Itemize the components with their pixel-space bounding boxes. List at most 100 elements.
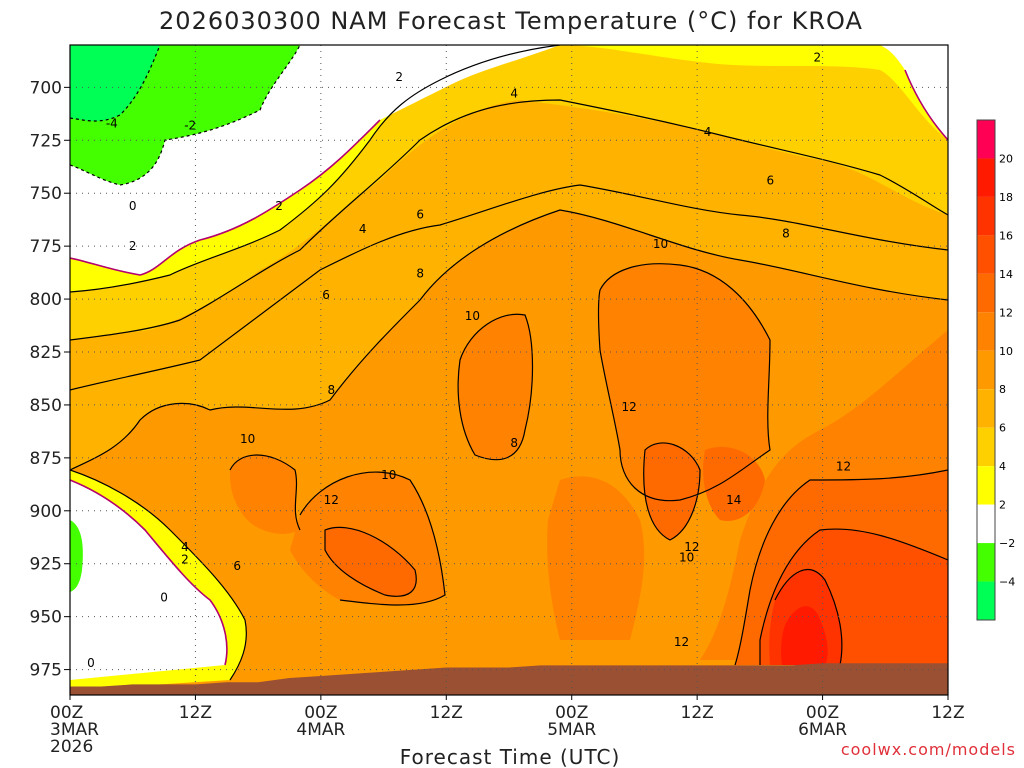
x-tick-label-2-1: 4MAR [296, 720, 345, 740]
chart-title: 2026030300 NAM Forecast Temperature (°C)… [159, 7, 863, 35]
colorbar-band-9 [977, 466, 995, 505]
colorbar-band-11 [977, 543, 995, 582]
colorbar-tick-2: 16 [999, 229, 1013, 242]
x-tick-label-0-0: 00Z [50, 703, 83, 723]
colorbar-tick-9: 2 [999, 499, 1006, 512]
field-band-18-20 [781, 606, 828, 665]
contour-label-28: 2 [181, 552, 189, 566]
contour-label-9: 4 [359, 222, 367, 236]
contour-label-27: 10 [679, 550, 694, 564]
contour-label-21: 12 [836, 459, 851, 473]
contour-4 [70, 99, 948, 341]
contour-label-25: 12 [684, 540, 699, 554]
contour-0-upper [70, 119, 381, 276]
y-tick-label-775: 775 [30, 237, 62, 257]
x-axis-label: Forecast Time (UTC) [400, 745, 621, 768]
colorbar-band-0 [977, 120, 995, 159]
colorbar-band-1 [977, 158, 995, 197]
contour-cold-minus4 [70, 45, 161, 122]
colorbar-band-12 [977, 581, 995, 620]
contour-label-4: 4 [704, 125, 712, 139]
x-tick-label-4-1: 5MAR [547, 720, 596, 740]
x-tick-label-0-1: 3MAR [50, 720, 99, 740]
contour-label-2: -4 [106, 116, 118, 130]
contour-10b [597, 263, 771, 502]
x-tick-label-6-1: 6MAR [798, 720, 847, 740]
y-tick-label-925: 925 [30, 555, 62, 575]
contour-10d [299, 471, 446, 606]
contour-label-12: 2 [129, 239, 137, 253]
contour-label-14: 8 [416, 267, 424, 281]
contour-label-30: 0 [160, 591, 168, 605]
x-tick-label-6-0: 00Z [806, 703, 839, 723]
contour-label-3: -2 [184, 118, 196, 132]
contour-10a [457, 313, 534, 461]
y-tick-label-975: 975 [30, 661, 62, 681]
contour-12c [734, 469, 948, 666]
colorbar-band-6 [977, 350, 995, 390]
y-tick-label-825: 825 [30, 343, 62, 363]
y-tick-label-750: 750 [30, 184, 62, 204]
contour-label-10: 6 [416, 207, 424, 221]
y-tick-label-900: 900 [30, 502, 62, 522]
contour-label-20: 8 [510, 436, 518, 450]
field-band-0-2 [70, 45, 948, 275]
y-tick-label-950: 950 [30, 608, 62, 628]
colorbar: 20 18 16 14 12 10 8 6 4 2 −2 −4 [976, 119, 1015, 621]
colorbar-band-4 [977, 273, 995, 313]
zero-contour-lines [70, 69, 948, 666]
colorbar-tick-11: −4 [999, 576, 1015, 589]
contour-label-0: 2 [395, 70, 403, 84]
plot-frame [69, 44, 949, 696]
x-tick-label-4-0: 00Z [555, 703, 588, 723]
contour-6 [70, 184, 948, 391]
contour-2 [70, 45, 561, 293]
y-axis: 700 725 750 775 800 825 850 875 900 925 950 975 [30, 78, 70, 681]
colorbar-tick-4: 12 [999, 306, 1013, 319]
contour-label-22: 10 [381, 468, 396, 482]
colorbar-tick-10: −2 [999, 537, 1015, 550]
colorbar-tick-8: 4 [999, 460, 1006, 473]
contour-label-18: 12 [622, 400, 637, 414]
colorbar-band-5 [977, 312, 995, 351]
contour-12a [324, 526, 417, 597]
colorbar-band-8 [977, 427, 995, 467]
field-band-cold-pocket [70, 520, 83, 592]
field-band-cold-lower-white [70, 480, 227, 680]
y-tick-label-800: 800 [30, 290, 62, 310]
contour-label-15: 6 [322, 288, 330, 302]
contour-cold-minus2 [70, 45, 301, 186]
contour-label-23: 12 [324, 493, 339, 507]
terrain-below-surface [70, 663, 948, 695]
contour-label-7: 2 [275, 199, 283, 213]
contour-label-13: 10 [653, 237, 668, 251]
contour-label-31: 12 [674, 635, 689, 649]
contour-label-5: 2 [814, 51, 822, 65]
contour-label-17: 8 [327, 383, 335, 397]
colorbar-tick-7: 6 [999, 422, 1006, 435]
temperature-field [70, 45, 948, 695]
contour-label-11: 8 [782, 226, 790, 240]
x-tick-label-1-0: 12Z [179, 703, 212, 723]
contour-label-8: 0 [129, 199, 137, 213]
colorbar-tick-3: 14 [999, 268, 1013, 281]
contour-lines [70, 45, 948, 681]
contour-label-32: 0 [87, 656, 95, 670]
contour-label-6: 6 [766, 174, 774, 188]
colorbar-tick-0: 20 [999, 152, 1013, 165]
colorbar-band-3 [977, 235, 995, 274]
field-band-minus4-minus2 [70, 45, 160, 122]
colorbar-frame [976, 119, 996, 621]
contour-0-lower [70, 479, 228, 666]
x-tick-label-3-0: 12Z [430, 703, 463, 723]
colorbar-band-2 [977, 196, 995, 236]
credit-text: coolwx.com/models [841, 740, 1016, 759]
y-tick-label-725: 725 [30, 131, 62, 151]
contour-label-24: 14 [726, 493, 741, 507]
contour-label-1: 4 [510, 87, 518, 101]
x-tick-label-0-2: 2026 [50, 737, 93, 757]
contour-14 [759, 528, 948, 665]
y-tick-label-700: 700 [30, 78, 62, 98]
